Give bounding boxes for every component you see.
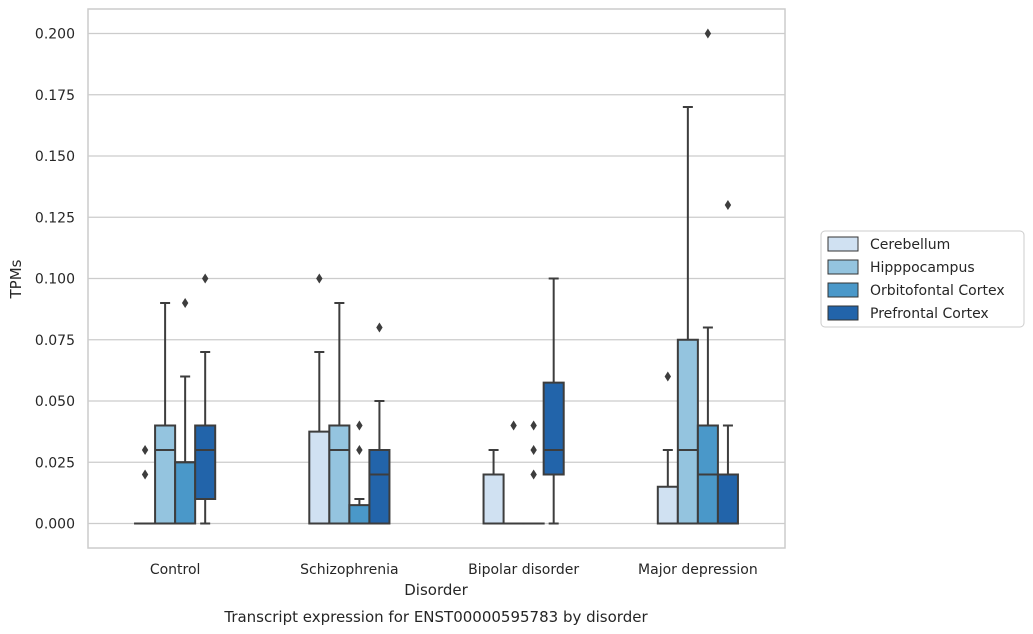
y-tick-label: 0.125 (35, 210, 75, 226)
legend: Cerebellum Hipppocampus Orbitofontal Corte… (820, 230, 1025, 328)
x-tick-label: Control (150, 562, 201, 578)
box-group (154, 302, 177, 525)
box-group (368, 322, 391, 525)
outlier-point (356, 420, 363, 431)
y-axis-ticks: 0.000 0.025 0.050 0.075 0.100 0.125 0.150 0.175… (35, 27, 75, 533)
box (328, 424, 351, 525)
outlier-point (664, 371, 672, 382)
legend-swatch (827, 236, 859, 252)
box (174, 461, 197, 525)
box-group (522, 420, 545, 525)
outlier-point (356, 445, 363, 455)
legend-label: Hipppocampus (870, 260, 975, 276)
box (542, 381, 565, 476)
y-tick-label: 0.200 (35, 27, 75, 43)
legend-swatch (827, 282, 859, 298)
box-group (542, 277, 565, 525)
box-group (676, 106, 699, 525)
outlier-point (201, 273, 209, 284)
box-group (656, 371, 679, 525)
x-tick-label: Bipolar disorder (468, 562, 579, 578)
plot-frame (87, 8, 786, 549)
box-group (134, 445, 157, 525)
box-group (308, 273, 331, 525)
plot-area (134, 28, 739, 525)
outlier-point (181, 298, 189, 308)
outlier-point (141, 469, 149, 480)
box (308, 430, 331, 525)
box (194, 424, 217, 500)
box-group (716, 200, 739, 525)
y-tick-label: 0.000 (35, 517, 75, 533)
legend-swatch (827, 259, 859, 275)
x-tick-label: Schizophrenia (300, 562, 398, 578)
legend-label: Prefrontal Cortex (870, 306, 989, 322)
y-tick-label: 0.050 (35, 394, 75, 410)
outlier-point (510, 420, 517, 431)
x-tick-label: Major depression (638, 562, 758, 578)
box (154, 424, 177, 525)
box-group (174, 298, 197, 525)
legend-swatch (827, 305, 859, 321)
box-group (502, 420, 525, 525)
box-group (696, 28, 719, 525)
box (676, 338, 699, 525)
x-axis-ticks: Control Schizophrenia Bipolar disorder Majo… (150, 562, 758, 578)
y-tick-label: 0.075 (35, 333, 75, 349)
legend-label: Cerebellum (870, 237, 950, 253)
outlier-point (704, 28, 712, 39)
outlier-point (316, 273, 323, 284)
box (716, 473, 739, 525)
box (368, 449, 391, 525)
outlier-point (376, 322, 383, 333)
legend-label: Orbitofontal Cortex (870, 283, 1005, 299)
outlier-point (530, 445, 537, 455)
outlier-point (530, 420, 537, 431)
box (656, 485, 679, 525)
chart-caption: Transcript expression for ENST0000059578… (223, 608, 648, 626)
x-axis-title: Disorder (404, 581, 468, 599)
legend-frame (820, 230, 1025, 328)
y-tick-label: 0.175 (35, 88, 75, 104)
box-group (328, 302, 351, 525)
box-group (348, 420, 371, 525)
box (348, 504, 371, 525)
outlier-point (724, 200, 732, 210)
y-tick-label: 0.025 (35, 455, 75, 471)
outlier-point (530, 469, 537, 480)
outlier-point (141, 445, 149, 455)
box-group (482, 449, 505, 525)
box-group (194, 273, 217, 525)
y-tick-label: 0.100 (35, 272, 75, 288)
y-tick-label: 0.150 (35, 149, 75, 165)
y-axis-title: TPMs (7, 259, 25, 299)
box (482, 473, 505, 525)
